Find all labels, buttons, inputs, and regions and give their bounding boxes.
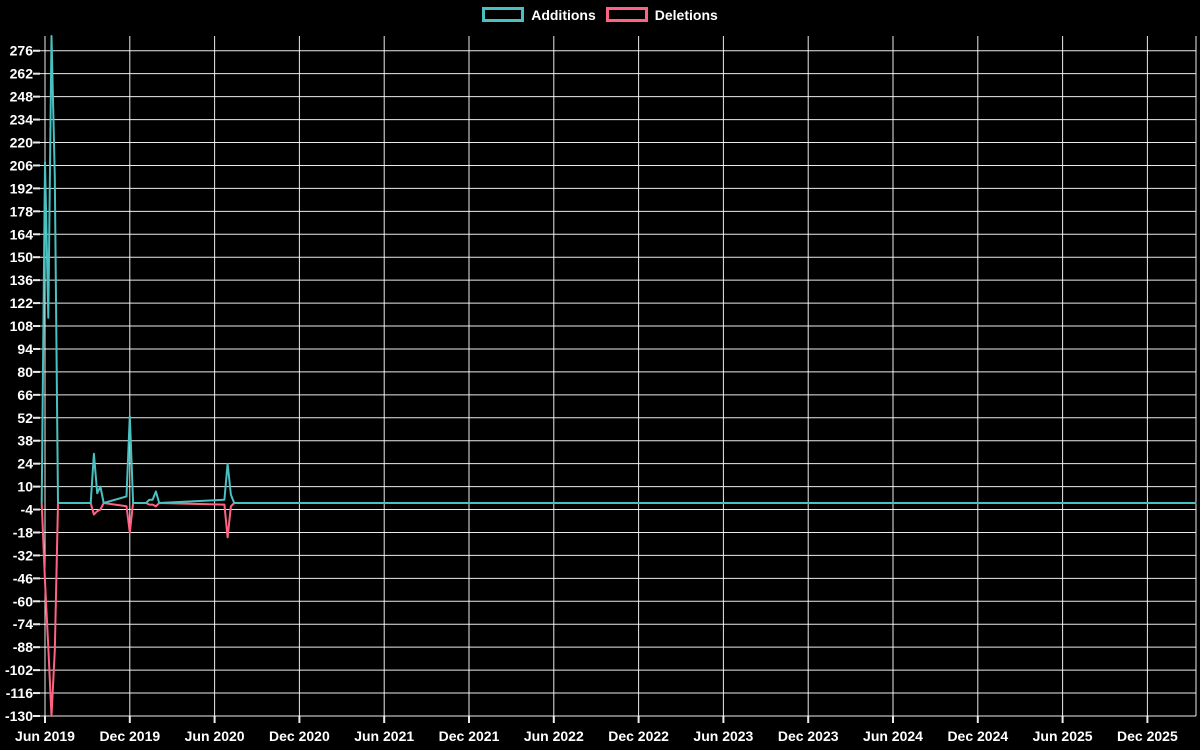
y-axis-label: 94: [17, 341, 33, 357]
y-axis-label: 24: [17, 456, 33, 472]
x-axis-label: Dec 2020: [269, 728, 330, 744]
additions-legend-swatch: [482, 7, 525, 22]
y-axis-label: 66: [17, 387, 33, 403]
y-axis-label: 80: [17, 364, 33, 380]
y-axis-label: -74: [13, 616, 33, 632]
y-axis-label: 276: [10, 43, 34, 59]
y-axis-label: 122: [10, 295, 34, 311]
y-axis-label: 108: [10, 318, 34, 334]
y-axis-label: -32: [13, 547, 33, 563]
chart-legend: Additions Deletions: [0, 7, 1200, 22]
legend-item-additions[interactable]: Additions: [482, 7, 596, 22]
y-axis-label: -116: [6, 685, 33, 701]
y-axis-label: 234: [10, 112, 34, 128]
y-axis-label: 262: [10, 66, 34, 82]
x-axis-label: Jun 2024: [863, 728, 923, 744]
y-axis-label: 192: [10, 180, 34, 196]
y-axis-label: 164: [10, 226, 34, 242]
x-axis-label: Dec 2021: [439, 728, 500, 744]
deletions-legend-label: Deletions: [654, 6, 718, 23]
x-axis-label: Jun 2023: [693, 728, 753, 744]
y-axis-label: -102: [5, 662, 33, 678]
y-axis-label: 136: [10, 272, 34, 288]
x-axis-label: Dec 2023: [778, 728, 839, 744]
y-axis-label: -60: [13, 593, 33, 609]
x-axis-label: Jun 2020: [185, 728, 245, 744]
x-axis-label: Jun 2025: [1033, 728, 1093, 744]
x-axis-label: Jun 2021: [354, 728, 414, 744]
x-axis-label: Dec 2019: [99, 728, 160, 744]
additions-line: [40, 35, 1197, 504]
y-axis-label: 150: [10, 249, 34, 265]
deletions-legend-swatch: [605, 7, 648, 22]
legend-item-deletions[interactable]: Deletions: [605, 6, 718, 23]
y-axis-label: -88: [13, 639, 33, 655]
x-axis-label: Jun 2022: [524, 728, 584, 744]
additions-legend-label: Additions: [531, 6, 596, 23]
x-axis-label: Dec 2022: [608, 728, 669, 744]
y-axis-label: 10: [17, 479, 33, 495]
y-axis-label: 220: [10, 135, 34, 151]
y-axis-label: 206: [10, 157, 34, 173]
y-axis-label: -46: [13, 570, 33, 586]
y-axis-label: -4: [21, 502, 34, 518]
y-axis-label: 178: [10, 203, 34, 219]
y-axis-label: 52: [17, 410, 33, 426]
x-axis-label: Jun 2019: [15, 728, 75, 744]
y-axis-label: 38: [17, 433, 33, 449]
y-axis-label: -130: [5, 708, 33, 724]
y-axis-label: 248: [10, 89, 34, 105]
y-axis-label: -18: [13, 524, 33, 540]
deletions-line: [40, 502, 1197, 717]
x-axis-label: Dec 2024: [947, 728, 1008, 744]
x-axis-label: Dec 2025: [1117, 728, 1178, 744]
